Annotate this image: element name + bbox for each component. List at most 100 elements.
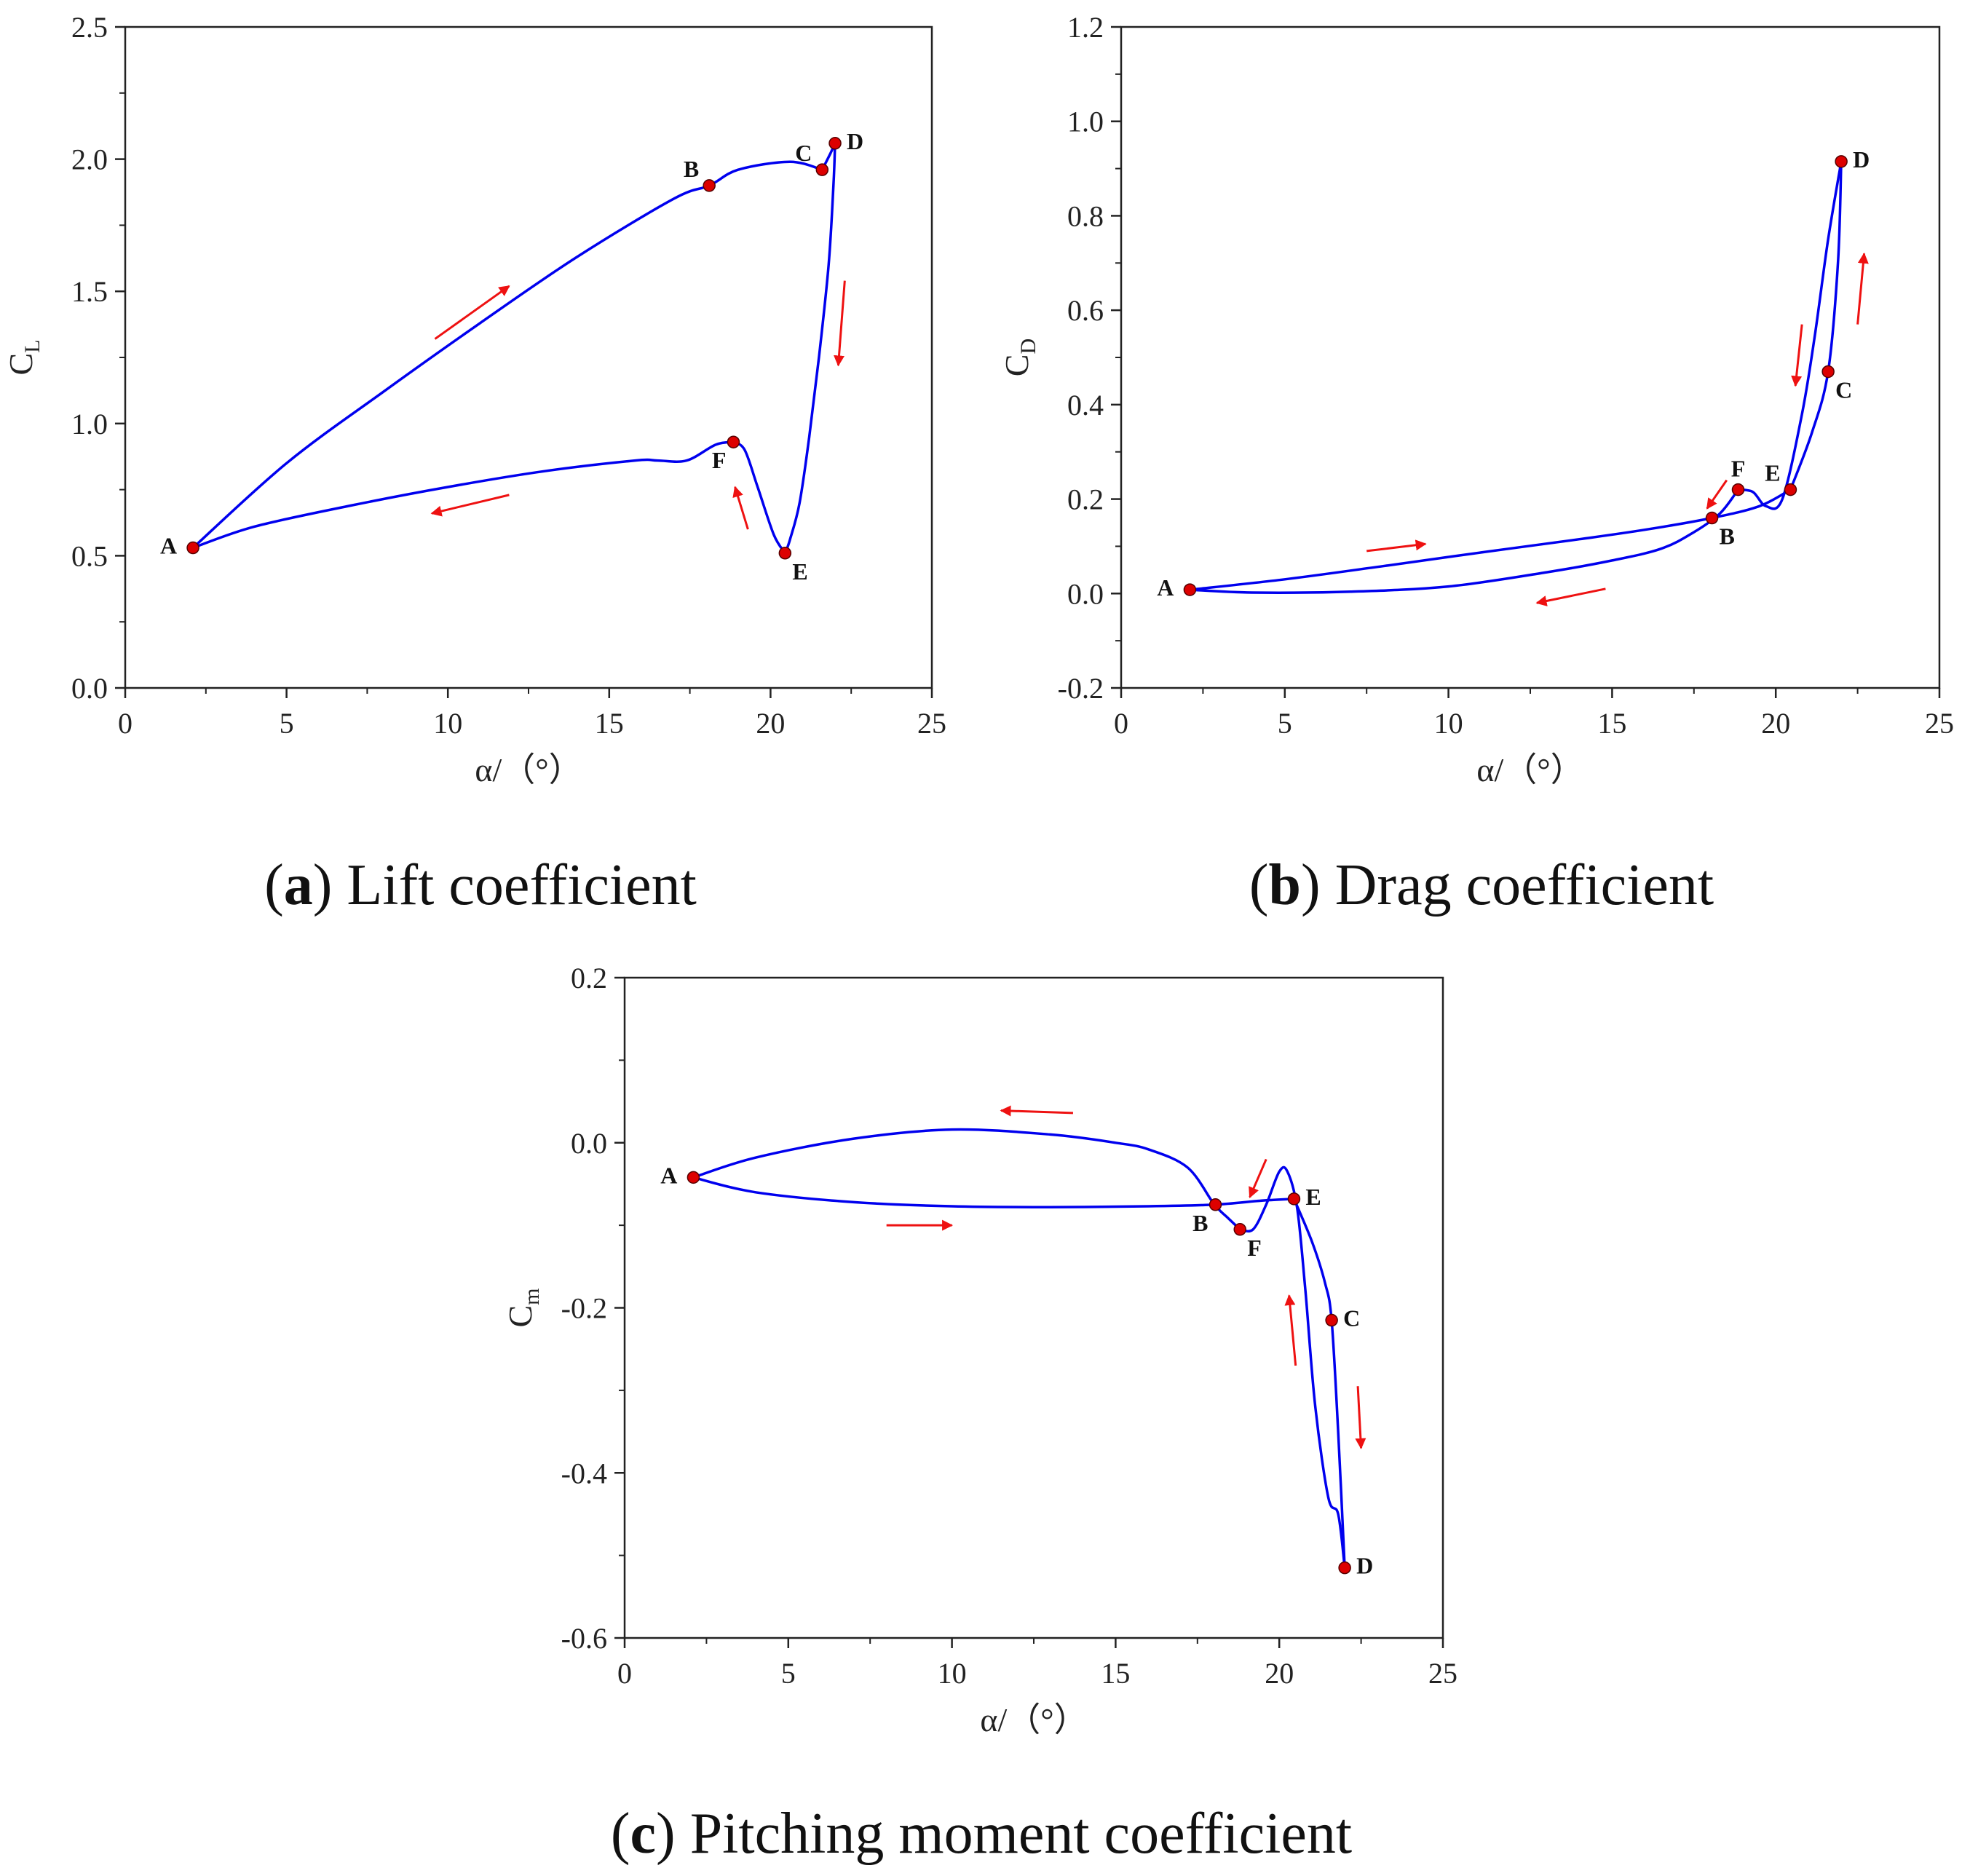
direction-arrow: [1535, 587, 1606, 606]
point-label-b: B: [1192, 1210, 1208, 1236]
curve-segment-return: [692, 1128, 1241, 1231]
point-label-d: D: [1853, 146, 1870, 173]
point-label-f: F: [712, 447, 727, 473]
point-marker-a: [687, 1171, 700, 1184]
x-axis-title: α/（°）: [1476, 751, 1583, 788]
point-label-c: C: [795, 140, 812, 166]
point-label-c: C: [1835, 376, 1852, 403]
caption-b-text: Drag coefficient: [1335, 853, 1714, 917]
point-label-d: D: [847, 128, 863, 154]
point-marker-d: [1338, 1561, 1351, 1575]
y-tick-label: 0.2: [1067, 483, 1104, 516]
curve-segment-return: [191, 440, 735, 550]
point-label-b: B: [1720, 523, 1735, 550]
x-tick-label: 15: [595, 707, 624, 740]
direction-arrow: [1249, 1158, 1267, 1198]
y-tick-label: 1.0: [71, 408, 108, 440]
y-tick-label: 0.0: [571, 1127, 607, 1160]
x-tick-label: 5: [280, 707, 294, 740]
point-label-e: E: [1765, 460, 1780, 486]
caption-c: (c) Pitching moment coefficient: [611, 1802, 1352, 1866]
curve-segment-reattach: [732, 440, 787, 555]
x-tick-label: 20: [1265, 1657, 1294, 1690]
caption-c-letter: c: [630, 1802, 657, 1866]
curve-segment-to-peak: [1789, 160, 1843, 491]
caption-a: (a) Lift coefficient: [264, 853, 697, 917]
point-marker-b: [1705, 511, 1719, 525]
point-marker-a: [186, 541, 199, 555]
caption-a-text: Lift coefficient: [347, 853, 697, 917]
caption-b: (b) Drag coefficient: [1249, 853, 1714, 917]
y-tick-label: 0.4: [1067, 389, 1104, 421]
curve-segment-downstroke: [783, 142, 836, 555]
curve-segment-upstroke: [191, 160, 824, 550]
y-axis-title-sub: L: [20, 339, 44, 352]
y-axis-title-sub: m: [520, 1288, 544, 1305]
x-tick-label: 20: [1761, 707, 1790, 740]
direction-arrow: [1000, 1105, 1074, 1117]
x-tick-label: 5: [1278, 707, 1292, 740]
x-tick-label: 10: [1434, 707, 1463, 740]
y-axis-title-sub: D: [1016, 339, 1040, 355]
curve-segment-downstroke: [1736, 160, 1843, 510]
caption-a-letter: a: [284, 853, 313, 917]
direction-arrow: [430, 494, 510, 517]
curve-segment-upstroke: [1188, 488, 1792, 591]
y-axis-title: Cm: [502, 1288, 544, 1327]
x-tick-label: 20: [756, 707, 785, 740]
y-axis-title-main: C: [998, 354, 1035, 376]
point-label-f: F: [1247, 1235, 1262, 1261]
point-label-a: A: [160, 533, 177, 559]
y-axis-title-main: C: [2, 353, 39, 376]
direction-arrow: [1856, 252, 1869, 325]
direction-arrow: [1355, 1386, 1366, 1449]
plot-frame: [623, 976, 1444, 1639]
x-tick-label: 5: [781, 1657, 796, 1690]
point-label-a: A: [660, 1162, 677, 1188]
x-tick-label: 10: [938, 1657, 967, 1690]
point-label-c: C: [1343, 1305, 1360, 1331]
x-tick-label: 15: [1101, 1657, 1130, 1690]
y-axis-title: CL: [2, 339, 44, 375]
x-tick-label: 15: [1597, 707, 1626, 740]
point-label-e: E: [1305, 1184, 1321, 1210]
point-marker-e: [1784, 483, 1797, 496]
y-tick-label: 2.0: [71, 143, 108, 176]
point-label-e: E: [792, 558, 807, 585]
point-marker-d: [1835, 155, 1848, 168]
x-tick-label: 25: [1428, 1657, 1457, 1690]
y-tick-label: -0.4: [561, 1457, 607, 1489]
point-marker-f: [1233, 1223, 1246, 1236]
y-tick-label: 0.6: [1067, 294, 1104, 327]
x-tick-label: 25: [1925, 707, 1954, 740]
direction-arrow: [1366, 539, 1427, 553]
y-tick-label: 2.5: [71, 11, 108, 44]
direction-arrow: [834, 280, 846, 367]
y-tick-label: 0.0: [71, 672, 108, 705]
point-marker-c: [815, 163, 829, 176]
point-label-f: F: [1731, 456, 1746, 482]
point-marker-c: [1821, 365, 1835, 379]
y-axis-title-main: C: [502, 1305, 539, 1328]
point-marker-b: [1209, 1198, 1222, 1211]
y-tick-label: 0.8: [1067, 199, 1104, 232]
direction-arrow: [1706, 479, 1728, 510]
point-marker-f: [1731, 483, 1745, 496]
x-tick-label: 0: [118, 707, 132, 740]
y-tick-label: 1.0: [1067, 106, 1104, 138]
x-axis-title: α/（°）: [475, 751, 582, 788]
point-marker-e: [1287, 1192, 1301, 1206]
y-axis-title: CD: [998, 339, 1040, 376]
caption-b-letter: b: [1269, 853, 1302, 917]
x-tick-label: 25: [917, 707, 946, 740]
y-tick-label: 0.0: [1067, 577, 1104, 610]
y-tick-label: 0.2: [571, 962, 607, 994]
y-tick-label: 0.5: [71, 539, 108, 572]
point-marker-f: [727, 435, 740, 448]
plot-frame: [1120, 25, 1941, 689]
point-label-a: A: [1157, 574, 1174, 601]
y-tick-label: -0.2: [1058, 672, 1104, 705]
caption-c-text: Pitching moment coefficient: [690, 1802, 1352, 1866]
